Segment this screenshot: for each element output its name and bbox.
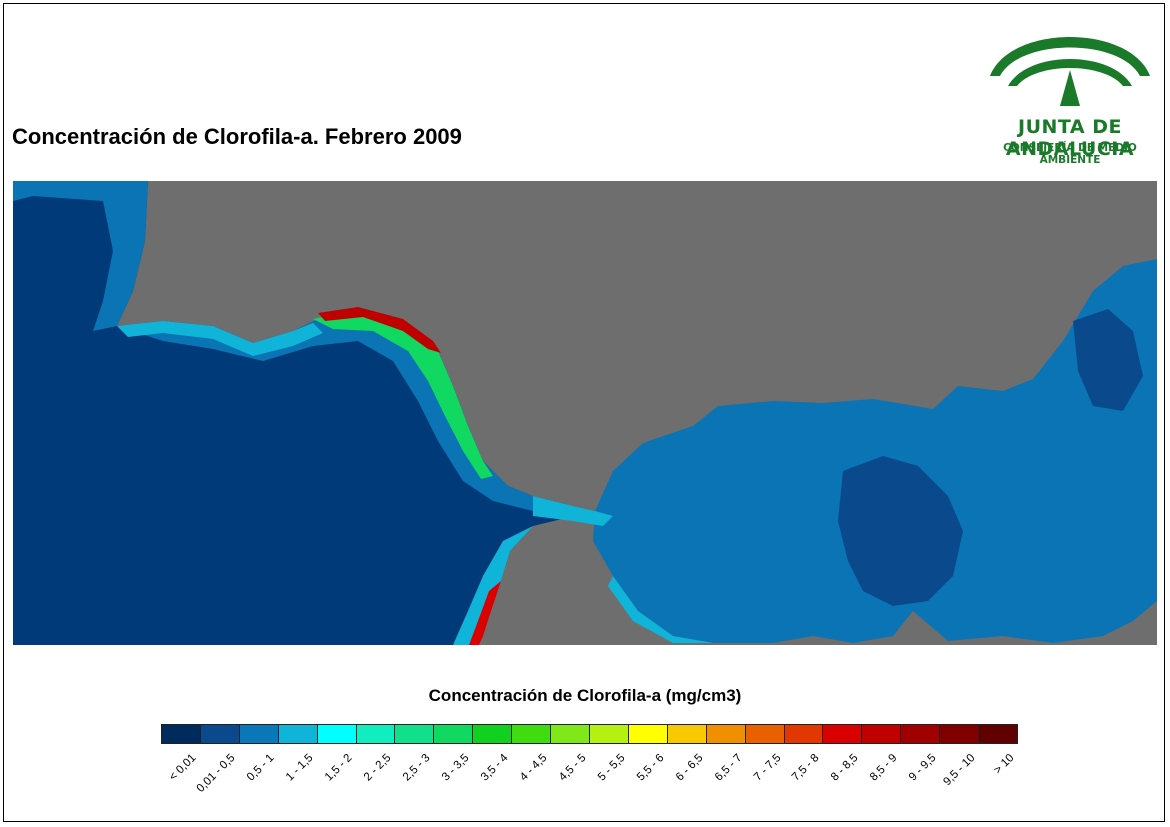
legend-swatch: [395, 725, 435, 743]
logo-text-consejeria: CONSEJERÍA DE MEDIO AMBIENTE: [1003, 142, 1137, 166]
legend-swatch: [239, 725, 279, 743]
legend-swatch: [862, 725, 902, 743]
atlantic-north-coast: [13, 181, 148, 331]
legend-swatch: [979, 725, 1017, 743]
legend-swatch: [200, 725, 240, 743]
legend-label: 5,5 - 6: [634, 752, 667, 784]
med-coastal-band: [608, 576, 713, 643]
coastal-cyan-band: [117, 321, 323, 356]
legend-swatch: [434, 725, 474, 743]
legend-label: < 0,01: [167, 752, 199, 784]
legend-swatch: [317, 725, 357, 743]
legend-swatch: [667, 725, 707, 743]
legend-label: 8 - 8,5: [829, 752, 861, 784]
legend-label: 9,5 - 10: [941, 752, 978, 789]
legend-label: 6,5 - 7: [712, 752, 745, 784]
legend-label: 9 - 9,5: [907, 752, 939, 784]
legend-swatch: [473, 725, 513, 743]
legend-label: 0,5 - 1: [245, 752, 277, 784]
legend-swatch: [356, 725, 396, 743]
african-coast-high: [469, 581, 501, 645]
mediterranean-sea: [593, 259, 1157, 643]
legend-label: 2,5 - 3: [400, 752, 433, 784]
legend-label: 1,5 - 2: [322, 752, 355, 784]
legend-swatch: [823, 725, 863, 743]
chlorophyll-map: [13, 181, 1157, 645]
alboran-dark-patch: [838, 456, 963, 606]
eastern-dark-patch: [1073, 309, 1143, 411]
legend-label: 7,5 - 8: [790, 752, 822, 784]
strait-band: [533, 496, 613, 526]
logo-text-junta: JUNTA DE ANDALUCIA: [1005, 116, 1135, 160]
legend-label: 0,01 - 0,5: [194, 752, 238, 795]
legend-swatch: [628, 725, 668, 743]
legend-swatch: [551, 725, 590, 743]
coastal-high-band: [318, 307, 441, 353]
legend-swatch: [512, 725, 552, 743]
legend-label: 6 - 6,5: [673, 752, 706, 784]
legend-swatch: [940, 725, 980, 743]
logo-emblem-icon: [990, 37, 1150, 106]
legend-label: 3 - 3,5: [439, 752, 472, 784]
legend-swatch: [784, 725, 824, 743]
page-title: Concentración de Clorofila-a. Febrero 20…: [12, 124, 462, 149]
legend-swatch: [162, 725, 201, 743]
color-legend: [161, 724, 1018, 744]
legend-swatch: [745, 725, 785, 743]
legend-label: 2 - 2,5: [361, 752, 394, 784]
coastal-green-band: [313, 309, 493, 479]
legend-swatch: [589, 725, 629, 743]
legend-swatch: [278, 725, 318, 743]
legend-title: Concentración de Clorofila-a (mg/cm3): [428, 686, 742, 705]
legend-label: 7 - 7,5: [751, 752, 784, 784]
junta-andalucia-logo: JUNTA DE ANDALUCIA CONSEJERÍA DE MEDIO A…: [980, 14, 1160, 166]
legend-label: 3,5 - 4: [478, 752, 511, 784]
legend-label: 4,5 - 5: [556, 752, 589, 784]
african-atlantic-coast: [453, 526, 533, 645]
page-frame: [3, 3, 1165, 822]
legend-label: 8,5 - 9: [868, 752, 900, 784]
legend-swatch: [901, 725, 941, 743]
legend-label: > 10: [992, 752, 1017, 777]
legend-label: 1 - 1,5: [284, 752, 316, 784]
legend-label: 5 - 5,5: [595, 752, 628, 784]
legend-swatch: [706, 725, 746, 743]
atlantic-ocean: [13, 181, 595, 645]
legend-label: 4 - 4,5: [517, 752, 550, 784]
